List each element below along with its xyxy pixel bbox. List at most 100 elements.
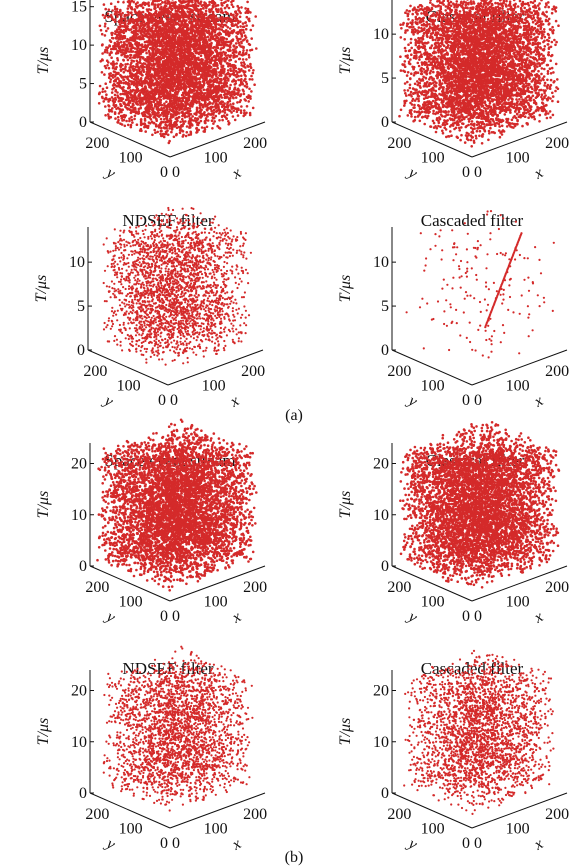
event-point [145,77,148,80]
event-point [232,55,235,58]
event-point [126,46,129,49]
event-point [203,88,206,91]
event-point [210,89,213,92]
event-point [106,59,109,62]
event-point [204,73,207,76]
event-point [246,65,249,68]
event-point [129,50,132,53]
event-point [120,80,123,83]
event-point [119,9,122,12]
event-point [251,78,254,81]
event-point [230,54,233,57]
event-point [201,63,204,66]
event-point [151,52,154,55]
event-point [237,31,240,34]
event-point [202,95,205,98]
event-point [114,11,117,14]
event-point [189,110,192,113]
event-point [150,118,153,121]
event-point [243,109,246,112]
event-point [203,97,206,100]
event-point [188,53,191,56]
event-point [136,123,139,126]
event-point [115,52,118,55]
event-point [106,86,109,89]
event-point [205,89,208,92]
event-point [102,14,105,17]
event-point [186,41,189,44]
event-point [174,54,177,57]
event-point [104,90,107,93]
event-point [232,109,235,112]
event-point [156,115,159,118]
event-point [121,117,124,120]
event-point [138,14,141,17]
event-point [196,39,199,42]
event-point [114,117,117,120]
event-point [207,92,210,95]
event-point [158,102,161,105]
event-point [216,4,219,7]
event-point [212,20,215,23]
event-point [131,121,134,124]
event-point [102,88,105,91]
event-point [115,48,118,51]
event-point [109,98,112,101]
event-point [118,112,121,115]
event-point [187,59,190,62]
event-point [111,33,114,36]
event-point [178,36,181,39]
event-point [168,42,171,45]
event-point [205,29,208,32]
event-point [238,52,241,55]
event-point [215,96,218,99]
event-point [185,24,188,27]
event-point [152,49,155,52]
event-point [161,65,164,68]
event-point [112,104,115,107]
event-point [134,115,137,118]
event-point [101,52,104,55]
event-point [169,18,172,21]
event-point [211,18,214,21]
event-point [178,23,181,26]
event-point [120,41,123,44]
event-point [124,125,127,128]
event-point [185,16,188,19]
event-point [167,15,170,18]
event-point [104,51,107,54]
event-point [224,111,227,114]
event-point [142,97,145,100]
event-point [209,84,212,87]
event-point [176,31,179,34]
event-point [180,100,183,103]
event-point [120,87,123,90]
event-point [203,28,206,31]
event-point [238,58,241,61]
event-point [242,58,245,61]
event-point [221,119,224,122]
event-point [211,127,214,130]
event-point [171,106,174,109]
event-point [106,51,109,54]
event-point [238,10,241,13]
event-point [156,31,159,34]
event-point [240,62,243,65]
event-point [226,114,229,117]
event-point [168,105,171,108]
event-point [220,7,223,10]
event-point [132,60,135,63]
event-point [210,27,213,30]
event-point [227,65,230,68]
event-point [208,1,211,4]
event-point [112,65,115,68]
event-point [176,42,179,45]
event-point [207,119,210,122]
event-point [166,45,169,48]
event-point [144,119,147,122]
event-point [155,51,158,54]
event-point [138,27,141,30]
event-point [162,114,165,117]
event-point [206,126,209,129]
event-point [156,131,159,134]
